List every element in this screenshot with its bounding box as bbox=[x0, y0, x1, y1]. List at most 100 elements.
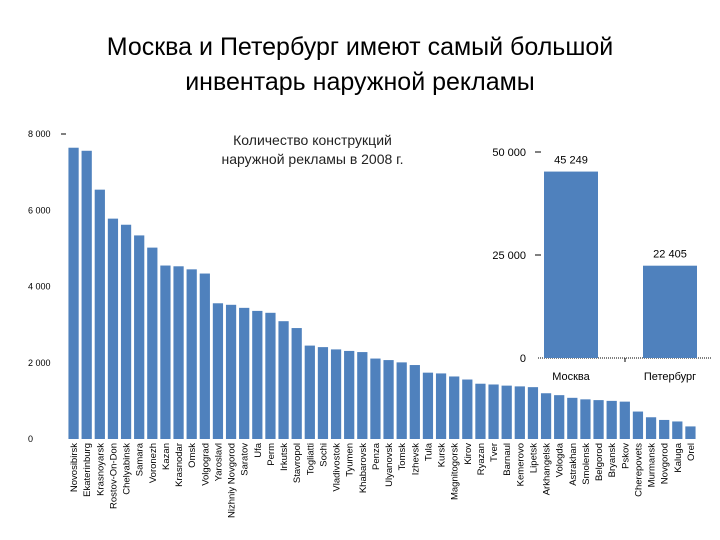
bar bbox=[344, 350, 355, 439]
category-label: Sochi bbox=[318, 443, 329, 467]
bar bbox=[606, 400, 617, 439]
category-label: Astrakhan bbox=[568, 443, 579, 486]
bar bbox=[514, 386, 525, 439]
bar bbox=[488, 384, 499, 439]
bar bbox=[501, 385, 512, 439]
moscow-spb-bar-chart: 0 25 000 50 000 45 249 Москва 22 405 Петербург bbox=[492, 147, 712, 383]
page-title: Москва и Петербург имеют самый большой и… bbox=[0, 30, 720, 100]
category-label: Murmansk bbox=[647, 443, 658, 488]
y-tick-label: 4 000 bbox=[28, 282, 51, 292]
category-label: Yaroslavl bbox=[213, 443, 224, 481]
bar bbox=[291, 328, 302, 439]
y-tick-label: 8 000 bbox=[28, 129, 51, 139]
category-label: Samara bbox=[135, 442, 146, 476]
bar bbox=[422, 372, 434, 439]
category-label: Novosibirsk bbox=[69, 443, 80, 492]
category-label: Arkhangelsk bbox=[542, 443, 553, 496]
category-label: Tomsk bbox=[397, 443, 408, 471]
bar bbox=[593, 400, 604, 439]
bar bbox=[147, 247, 158, 439]
category-label: Kursk bbox=[437, 443, 448, 468]
category-label: Novgorod bbox=[660, 443, 671, 484]
category-label: Ekaterinburg bbox=[82, 443, 93, 497]
chart-title: Количество конструкций наружной рекламы … bbox=[195, 131, 430, 169]
category-label: Tver bbox=[489, 443, 500, 462]
category-label: Izhevsk bbox=[410, 443, 421, 475]
bar bbox=[278, 321, 289, 439]
bar bbox=[685, 426, 696, 439]
bar bbox=[632, 411, 644, 439]
category-label: Ryazan bbox=[476, 443, 487, 475]
category-label: Nizhniy Novgorod bbox=[227, 443, 238, 518]
bar bbox=[462, 379, 473, 439]
bar bbox=[212, 303, 224, 439]
category-label: Vologda bbox=[555, 442, 566, 477]
category-label: Krasnodar bbox=[174, 443, 185, 487]
category-label: Saratov bbox=[240, 443, 251, 476]
bar bbox=[265, 312, 276, 439]
category-label: Orel bbox=[686, 443, 697, 461]
chart-title-line-2: наружной рекламы в 2008 г. bbox=[221, 151, 404, 167]
page-title-line-2: инвентарь наружной рекламы bbox=[185, 68, 535, 96]
category-label: Voronezh bbox=[148, 443, 159, 483]
category-label: Tyumen bbox=[345, 443, 356, 477]
bar bbox=[68, 147, 79, 439]
y-tick-label: 6 000 bbox=[28, 205, 51, 215]
category-label: Pskov bbox=[620, 443, 631, 469]
bar bbox=[317, 347, 329, 439]
category-label: Ulyanovsk bbox=[384, 443, 395, 487]
bar bbox=[527, 387, 539, 439]
bar bbox=[134, 235, 145, 439]
bar bbox=[94, 189, 105, 439]
bar bbox=[544, 171, 598, 358]
regional-cities-bar-chart: 0 2 000 4 000 6 000 8 000 Novosibirsk Ekaterin… bbox=[28, 129, 697, 518]
bar bbox=[304, 345, 315, 439]
category-label: Ufa bbox=[253, 442, 264, 458]
bar bbox=[659, 419, 670, 439]
page-title-line-1: Москва и Петербург имеют самый большой bbox=[106, 33, 614, 61]
category-label: Perm bbox=[266, 443, 277, 466]
category-label: Vladivostok bbox=[332, 443, 343, 492]
bar bbox=[435, 373, 447, 439]
y-tick-label: 2 000 bbox=[28, 358, 51, 368]
bar bbox=[396, 362, 407, 439]
bar bbox=[173, 266, 184, 439]
bar bbox=[580, 399, 591, 439]
y-tick-label: 25 000 bbox=[492, 250, 526, 262]
category-label: Omsk bbox=[187, 443, 198, 468]
bar bbox=[357, 352, 368, 439]
chart-title-line-1: Количество конструкций bbox=[233, 132, 392, 148]
category-label: Volgograd bbox=[200, 443, 211, 486]
bar bbox=[475, 383, 486, 439]
data-label: 45 249 bbox=[554, 155, 588, 167]
category-label: Magnitogorsk bbox=[450, 443, 461, 500]
bar bbox=[370, 358, 381, 439]
bar bbox=[645, 417, 657, 439]
y-tick-label: 0 bbox=[520, 353, 526, 365]
category-label: Cherepovets bbox=[633, 443, 644, 497]
bar bbox=[120, 224, 132, 439]
bar bbox=[330, 349, 342, 439]
category-label: Kazan bbox=[161, 443, 172, 470]
category-label: Togliatti bbox=[305, 443, 316, 475]
bar bbox=[449, 376, 460, 439]
bar bbox=[643, 265, 697, 358]
category-label: Belgorod bbox=[594, 443, 605, 481]
category-label: Москва bbox=[552, 371, 590, 383]
bar bbox=[567, 397, 578, 439]
bar bbox=[160, 265, 171, 439]
bar bbox=[239, 307, 250, 439]
category-label: Stavropol bbox=[292, 443, 303, 483]
bar bbox=[199, 273, 210, 439]
category-label: Kaluga bbox=[673, 442, 684, 472]
category-label: Lipetsk bbox=[528, 443, 539, 473]
bar bbox=[383, 360, 394, 439]
y-tick-label: 0 bbox=[28, 434, 33, 444]
category-label: Kemerovo bbox=[515, 443, 526, 486]
bar bbox=[225, 304, 237, 439]
category-label: Петербург bbox=[644, 371, 696, 383]
category-label: Barnaul bbox=[502, 443, 513, 476]
bar bbox=[186, 269, 197, 439]
category-label: Penza bbox=[371, 442, 382, 470]
bar bbox=[81, 150, 92, 439]
